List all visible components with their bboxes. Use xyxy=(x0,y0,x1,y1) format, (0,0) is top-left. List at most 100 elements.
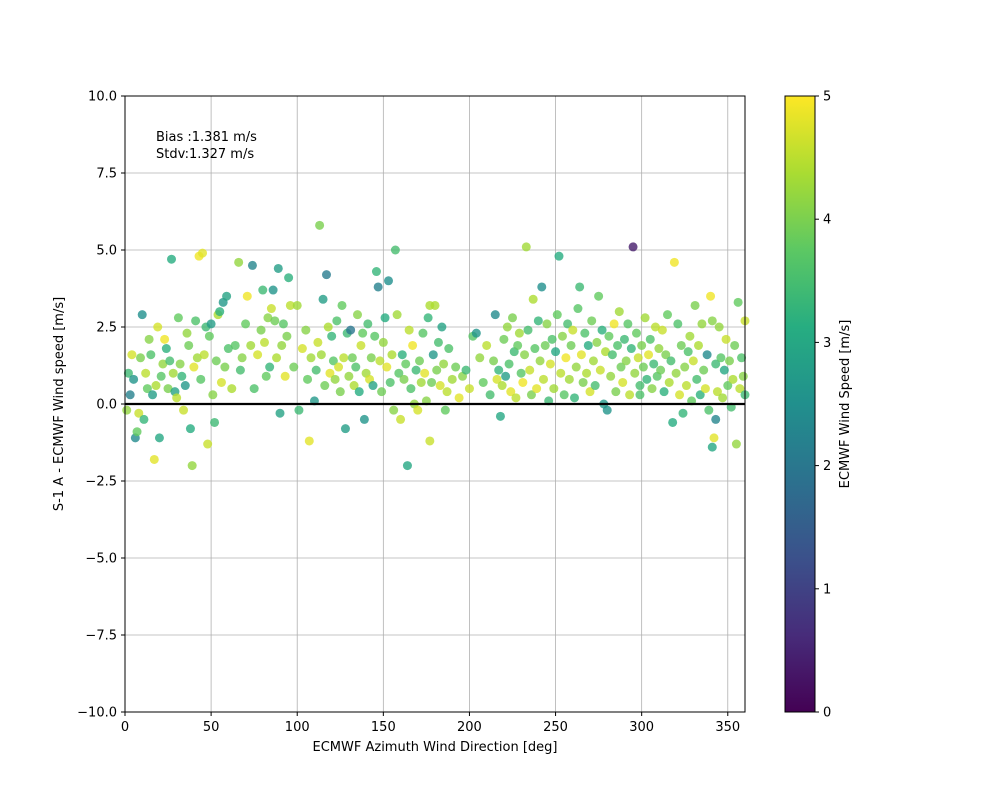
scatter-point xyxy=(327,331,337,341)
scatter-point xyxy=(373,282,383,292)
scatter-point xyxy=(260,337,269,347)
scatter-point xyxy=(280,371,290,381)
scatter-point xyxy=(613,340,623,350)
scatter-point xyxy=(173,313,183,323)
x-axis-ticks: 0 50 100 150 200 250 300 350 xyxy=(121,712,740,735)
scatter-point xyxy=(349,381,359,391)
colorbar-tick-label: 1 xyxy=(823,582,831,597)
scatter-point xyxy=(437,322,447,332)
scatter-point xyxy=(714,322,724,332)
scatter-point xyxy=(177,371,187,381)
scatter-point xyxy=(478,377,488,387)
scatter-point xyxy=(681,381,691,391)
scatter-point xyxy=(153,322,163,332)
scatter-point xyxy=(332,316,342,326)
scatter-point xyxy=(604,331,614,341)
scatter-point xyxy=(583,340,593,350)
scatter-point xyxy=(616,362,626,372)
y-tick-label: 0.0 xyxy=(96,398,117,413)
scatter-point xyxy=(656,365,666,375)
scatter-point xyxy=(340,424,350,434)
scatter-point xyxy=(547,334,557,344)
scatter-point xyxy=(401,359,411,369)
scatter-point xyxy=(320,381,330,391)
scatter-point xyxy=(718,393,728,403)
scatter-point xyxy=(697,319,707,329)
scatter-point xyxy=(644,350,654,360)
scatter-point xyxy=(585,387,595,397)
scatter-point xyxy=(669,257,679,267)
scatter-point xyxy=(556,368,566,378)
scatter-point xyxy=(198,248,207,258)
scatter-point xyxy=(518,377,528,387)
scatter-point xyxy=(666,356,676,366)
scatter-point xyxy=(533,316,543,326)
scatter-point xyxy=(306,353,316,363)
scatter-point xyxy=(292,300,302,310)
scatter-point xyxy=(564,374,574,384)
scatter-point xyxy=(142,384,152,394)
scatter-point xyxy=(435,381,445,391)
annotation-bias: Bias :1.381 m/s xyxy=(156,130,257,145)
scatter-point xyxy=(520,350,530,360)
scatter-point xyxy=(737,353,747,363)
scatter-point xyxy=(663,310,672,320)
scatter-point xyxy=(234,257,244,267)
scatter-point xyxy=(633,353,643,363)
scatter-point xyxy=(566,340,576,350)
scatter-point xyxy=(220,362,230,372)
scatter-point xyxy=(657,325,667,335)
colorbar-tick-label: 5 xyxy=(823,90,831,105)
scatter-point xyxy=(525,365,535,375)
scatter-point xyxy=(268,285,278,295)
y-axis-ticks: −10.0 −7.5 −5.0 −2.5 0.0 2.5 5.0 7.5 10.0 xyxy=(77,90,125,721)
scatter-point xyxy=(513,340,523,350)
y-tick-label: −10.0 xyxy=(77,706,117,721)
scatter-point xyxy=(132,427,142,437)
y-tick-label: −5.0 xyxy=(85,552,117,567)
scatter-point xyxy=(559,390,569,400)
x-tick-label: 250 xyxy=(543,720,568,735)
scatter-point xyxy=(380,313,390,323)
scatter-point xyxy=(637,340,647,350)
scatter-point xyxy=(359,414,369,424)
scatter-point xyxy=(370,331,380,341)
scatter-point xyxy=(249,384,259,394)
scatter-point xyxy=(521,242,531,252)
scatter-point xyxy=(385,377,395,387)
scatter-point xyxy=(602,405,612,415)
scatter-point xyxy=(709,433,719,443)
scatter-point xyxy=(275,408,285,418)
scatter-point xyxy=(545,359,555,369)
y-axis-label: S-1 A - ECMWF Wind speed [m/s] xyxy=(52,297,67,511)
scatter-point xyxy=(733,297,743,307)
scatter-point xyxy=(184,340,194,350)
scatter-point xyxy=(590,381,600,391)
scatter-point xyxy=(179,405,189,415)
scatter-point xyxy=(396,414,406,424)
scatter-point xyxy=(601,347,610,357)
scatter-point xyxy=(504,359,514,369)
scatter-point xyxy=(411,365,421,375)
scatter-point xyxy=(334,362,344,372)
scatter-point xyxy=(611,387,621,397)
scatter-point xyxy=(384,276,393,286)
scatter-point xyxy=(595,365,605,375)
scatter-point xyxy=(141,368,151,378)
scatter-point xyxy=(203,439,213,449)
scatter-point xyxy=(375,356,385,366)
scatter-point xyxy=(561,353,571,363)
scatter-point xyxy=(557,331,567,341)
scatter-point xyxy=(277,340,287,350)
scatter-point xyxy=(659,387,669,397)
x-tick-label: 100 xyxy=(285,720,310,735)
scatter-point xyxy=(728,374,738,384)
scatter-point xyxy=(444,344,454,354)
scatter-point xyxy=(208,390,218,400)
scatter-point xyxy=(377,387,387,397)
scatter-point xyxy=(406,384,416,394)
y-tick-label: 5.0 xyxy=(96,244,117,259)
scatter-point xyxy=(530,344,540,354)
scatter-point xyxy=(554,251,564,261)
scatter-point xyxy=(528,294,538,304)
